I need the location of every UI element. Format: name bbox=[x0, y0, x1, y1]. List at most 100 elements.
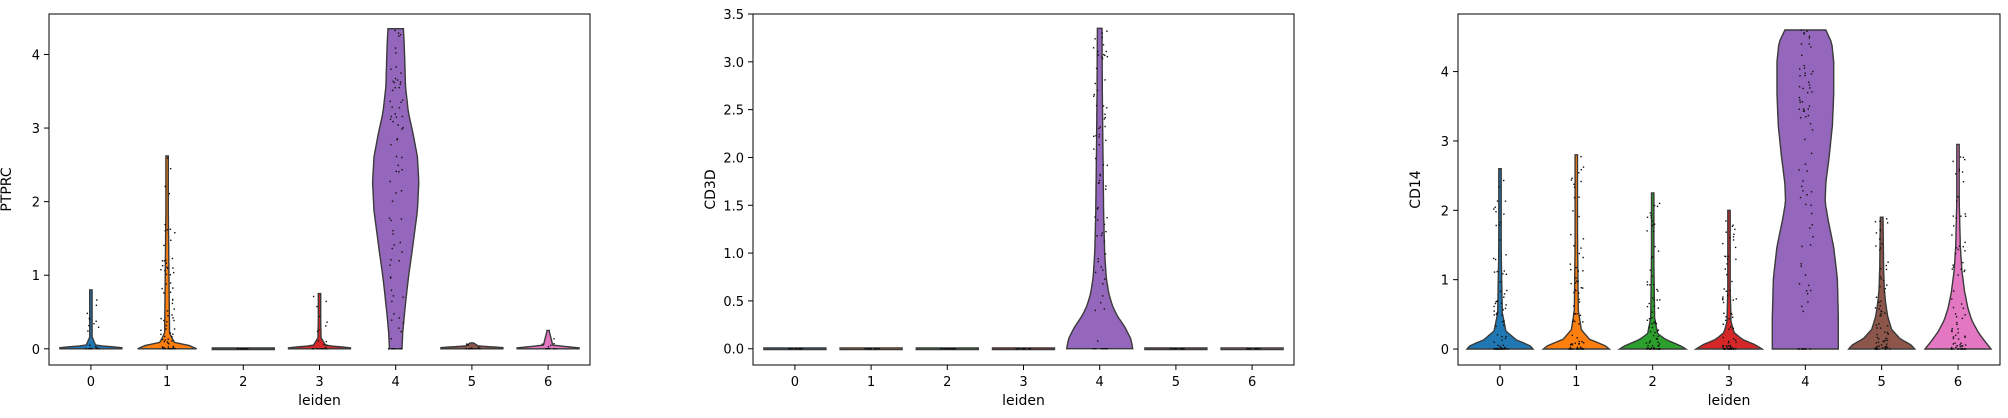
data-point bbox=[1810, 204, 1812, 206]
data-point bbox=[391, 300, 393, 303]
data-point bbox=[471, 348, 473, 350]
data-point bbox=[954, 348, 957, 350]
data-point bbox=[1956, 345, 1958, 347]
data-point bbox=[392, 230, 394, 232]
data-point bbox=[1646, 305, 1649, 308]
y-tick-label: 3.0 bbox=[723, 56, 744, 71]
data-point bbox=[97, 326, 100, 328]
data-point bbox=[397, 164, 399, 167]
points-cd14-6 bbox=[1950, 156, 1967, 350]
data-point bbox=[548, 347, 551, 350]
data-point bbox=[1497, 344, 1499, 346]
data-point bbox=[1024, 348, 1026, 350]
data-point bbox=[95, 304, 98, 306]
data-point bbox=[391, 200, 394, 202]
data-point bbox=[1964, 213, 1966, 215]
data-point bbox=[172, 348, 174, 350]
violin-cd14-1 bbox=[1541, 154, 1612, 350]
data-point bbox=[1956, 321, 1958, 324]
data-point bbox=[318, 329, 320, 331]
data-point bbox=[1105, 185, 1107, 187]
data-point bbox=[1802, 348, 1804, 350]
data-point bbox=[1571, 177, 1573, 179]
y-tick-label: 2.0 bbox=[723, 151, 744, 166]
data-point bbox=[868, 348, 870, 350]
data-point bbox=[1573, 245, 1575, 247]
data-point bbox=[1883, 279, 1885, 282]
data-point bbox=[88, 348, 90, 350]
data-point bbox=[317, 340, 320, 342]
data-point bbox=[1657, 341, 1659, 343]
data-point bbox=[875, 348, 877, 350]
data-point bbox=[1722, 299, 1724, 301]
violin-cd14-5 bbox=[1847, 216, 1917, 350]
data-point bbox=[1801, 54, 1803, 56]
x-tick-label: 1 bbox=[163, 375, 171, 390]
data-point bbox=[172, 287, 174, 289]
data-point bbox=[167, 315, 169, 317]
data-point bbox=[1876, 346, 1878, 349]
data-point bbox=[1811, 212, 1813, 215]
data-point bbox=[1657, 348, 1659, 350]
data-point bbox=[1576, 313, 1578, 315]
data-point bbox=[1569, 348, 1572, 350]
data-point bbox=[399, 34, 402, 36]
data-point bbox=[172, 317, 174, 319]
data-point bbox=[1169, 348, 1172, 350]
data-point bbox=[169, 348, 171, 350]
data-point bbox=[1650, 347, 1653, 350]
data-point bbox=[1952, 348, 1954, 350]
data-point bbox=[553, 338, 555, 340]
data-point bbox=[389, 118, 392, 120]
data-point bbox=[1800, 43, 1803, 45]
data-point bbox=[1250, 348, 1252, 350]
data-point bbox=[943, 348, 945, 350]
data-point bbox=[1804, 348, 1806, 350]
points-cd14-1 bbox=[1568, 155, 1585, 350]
data-point bbox=[1800, 265, 1802, 267]
data-point bbox=[1952, 336, 1955, 338]
data-point bbox=[1176, 348, 1178, 350]
data-point bbox=[393, 348, 396, 350]
panel-cd3d: 0 1 2 3 4 5 6 0.0 0.5 1.0 1.5 2.0 2.5 3.0 3.5 leiden CD3… bbox=[703, 8, 1295, 409]
data-point bbox=[85, 348, 87, 350]
data-point bbox=[1958, 170, 1960, 172]
data-point bbox=[174, 348, 177, 350]
data-point bbox=[1811, 91, 1813, 93]
data-point bbox=[1503, 320, 1505, 322]
data-point bbox=[1028, 348, 1031, 350]
data-point bbox=[469, 348, 471, 350]
data-point bbox=[94, 346, 97, 348]
data-point bbox=[1500, 302, 1503, 304]
data-point bbox=[1653, 283, 1655, 286]
data-point bbox=[1096, 89, 1099, 92]
data-point bbox=[1731, 313, 1733, 315]
data-point bbox=[1960, 342, 1962, 344]
data-point bbox=[1503, 179, 1505, 182]
data-point bbox=[394, 29, 396, 32]
data-point bbox=[89, 318, 91, 320]
data-point bbox=[1017, 348, 1019, 350]
data-point bbox=[1728, 328, 1730, 330]
data-point bbox=[1102, 295, 1104, 297]
data-point bbox=[1732, 299, 1734, 301]
data-point bbox=[389, 276, 392, 278]
data-point bbox=[1804, 74, 1806, 77]
data-point bbox=[237, 348, 239, 350]
data-point bbox=[1498, 186, 1500, 188]
data-point bbox=[1106, 107, 1108, 109]
data-point bbox=[1495, 301, 1497, 303]
points-cd3d-0 bbox=[788, 348, 803, 350]
data-point bbox=[1804, 138, 1806, 141]
data-point bbox=[1722, 301, 1725, 304]
data-point bbox=[1964, 344, 1967, 346]
data-point bbox=[1568, 348, 1570, 350]
data-point bbox=[1878, 301, 1880, 303]
data-point bbox=[1880, 311, 1883, 313]
data-point bbox=[1100, 234, 1103, 237]
data-point bbox=[1503, 213, 1505, 215]
data-point bbox=[86, 312, 88, 315]
data-point bbox=[1799, 101, 1801, 103]
y-tick-label: 3.5 bbox=[723, 8, 744, 23]
data-point bbox=[173, 328, 176, 330]
